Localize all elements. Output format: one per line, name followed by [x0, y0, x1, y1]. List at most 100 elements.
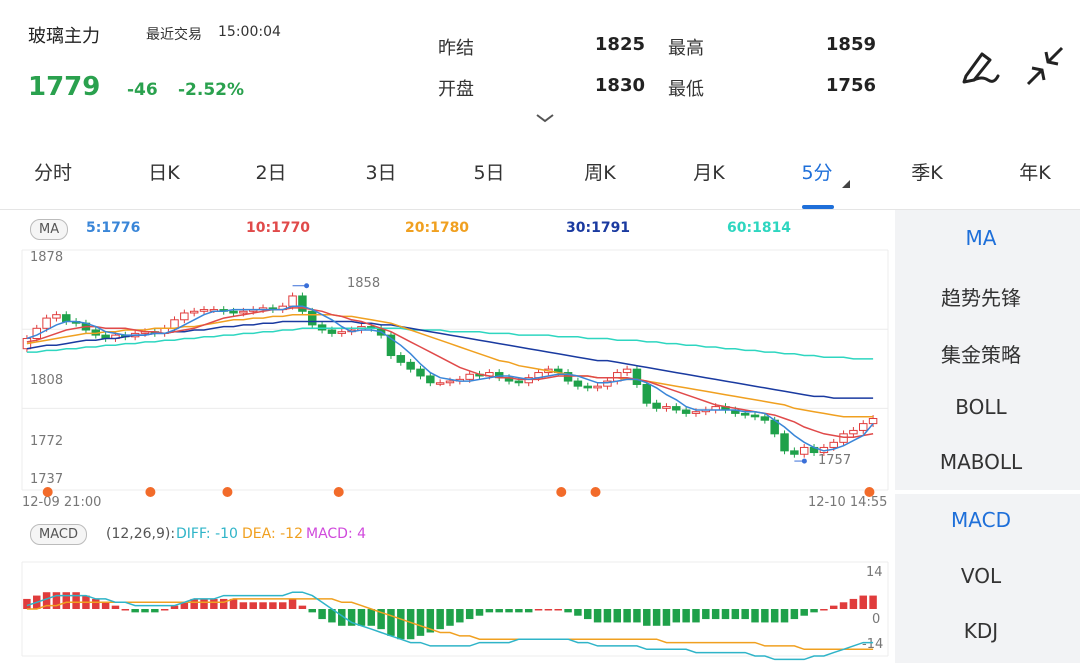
- macd-bar: [131, 609, 139, 613]
- pen-draw-icon[interactable]: [958, 46, 1000, 86]
- tab-5min[interactable]: 5分: [801, 162, 833, 184]
- macd-bar: [219, 598, 228, 609]
- ma10-line: [26, 307, 874, 438]
- macd-bar: [603, 609, 612, 623]
- macd-axis-zero: 0: [872, 612, 881, 627]
- candle-body: [632, 368, 642, 385]
- macd-bar: [121, 609, 130, 611]
- macd-bar: [259, 602, 267, 609]
- macd-bar: [62, 592, 71, 609]
- event-marker-dot: [145, 487, 156, 497]
- side-item-kdj[interactable]: KDJ: [963, 619, 999, 643]
- macd-bar: [72, 592, 80, 609]
- tab-daily-k[interactable]: 日K: [148, 162, 180, 184]
- tab-monthly-k[interactable]: 月K: [693, 162, 725, 184]
- tab-2day[interactable]: 2日: [255, 162, 287, 184]
- candle-body: [583, 385, 592, 389]
- macd-bar: [829, 605, 838, 609]
- macd-bar: [170, 605, 179, 609]
- macd-chart[interactable]: [0, 550, 893, 663]
- macd-bar: [662, 609, 671, 626]
- candle-body: [740, 412, 750, 416]
- tab-5day[interactable]: 5日: [473, 162, 505, 184]
- candle-body: [42, 317, 51, 329]
- macd-bar: [367, 609, 376, 626]
- tab-yearly-k[interactable]: 年K: [1019, 162, 1051, 184]
- candle-body: [849, 429, 858, 435]
- indicator-panel-sub: [895, 494, 1080, 663]
- macd-bar: [800, 609, 808, 616]
- tab-weekly-k[interactable]: 周K: [584, 162, 616, 184]
- macd-bar: [780, 609, 789, 623]
- side-item-macd[interactable]: MACD: [951, 508, 1011, 532]
- side-item-maboll[interactable]: MABOLL: [939, 450, 1023, 474]
- event-marker-dot: [333, 487, 344, 497]
- chevron-down-icon[interactable]: [535, 110, 555, 124]
- macd-bar: [456, 609, 464, 623]
- high-value: 1859: [825, 34, 876, 55]
- side-item-ma[interactable]: MA: [965, 226, 997, 250]
- collapse-arrows-icon[interactable]: [1024, 46, 1066, 86]
- macd-bar: [869, 595, 877, 609]
- candle-body: [760, 416, 770, 421]
- last-price: 1779: [28, 72, 101, 102]
- low-marker-label: 1757: [818, 453, 852, 468]
- macd-pill[interactable]: MACD: [30, 524, 87, 545]
- macd-bar: [652, 609, 661, 626]
- tab-quarterly-k[interactable]: 季K: [911, 162, 943, 184]
- macd-bar: [564, 609, 572, 613]
- tab-intraday[interactable]: 分时: [33, 162, 72, 184]
- trade-time: 15:00:04: [218, 24, 281, 40]
- tab-3day[interactable]: 3日: [365, 162, 397, 184]
- macd-bar: [338, 609, 346, 626]
- macd-bar: [406, 609, 415, 640]
- candle-body: [298, 295, 307, 312]
- open-label: 开盘: [438, 79, 474, 100]
- candle-body: [593, 385, 602, 389]
- ma20-legend: 20:1780: [405, 220, 470, 236]
- candle-body: [573, 380, 583, 387]
- candle-body: [839, 433, 848, 443]
- side-item-trend[interactable]: 趋势先锋: [941, 286, 1021, 310]
- side-item-vol[interactable]: VOL: [960, 564, 1002, 588]
- macd-bar: [190, 598, 198, 609]
- trade-label: 最近交易: [146, 27, 202, 43]
- candle-body: [799, 446, 809, 455]
- candle-body: [435, 382, 445, 385]
- macd-bar: [820, 609, 828, 611]
- candle-body: [750, 414, 760, 418]
- ma60-line: [26, 327, 874, 360]
- side-item-strategy[interactable]: 集金策略: [941, 343, 1021, 367]
- macd-bar: [180, 602, 189, 609]
- macd-bar: [623, 609, 631, 623]
- macd-bar: [574, 609, 582, 616]
- candle-body: [514, 380, 524, 384]
- macd-bar: [524, 609, 533, 613]
- candle-body: [445, 380, 455, 384]
- candle-body: [691, 411, 701, 414]
- macd-value-legend: MACD: 4: [306, 526, 367, 542]
- candle-body: [308, 310, 317, 326]
- y-axis-label-mid: 1808: [30, 373, 64, 388]
- ma5-line: [26, 305, 874, 452]
- macd-bar: [298, 605, 307, 609]
- prev-settle-label: 昨结: [438, 38, 474, 59]
- ma-pill[interactable]: MA: [30, 219, 69, 240]
- candle-body: [396, 355, 406, 363]
- macd-bar: [23, 598, 31, 609]
- macd-bar: [269, 602, 277, 609]
- macd-bar: [288, 598, 297, 609]
- price-change-pct: -2.52%: [178, 80, 245, 100]
- y-axis-label-top: 1878: [30, 250, 64, 265]
- y-axis-label-bottom: 1737: [30, 472, 64, 487]
- macd-bar: [672, 609, 681, 623]
- kline-chart[interactable]: [0, 240, 893, 510]
- macd-bar: [810, 609, 818, 613]
- macd-bar: [416, 609, 425, 636]
- time-start-label: 12-09 21:00: [22, 495, 102, 510]
- macd-bar: [495, 609, 503, 613]
- side-item-boll[interactable]: BOLL: [955, 395, 1007, 419]
- macd-axis-top: 14: [866, 565, 883, 580]
- dropdown-triangle-icon[interactable]: [842, 180, 850, 188]
